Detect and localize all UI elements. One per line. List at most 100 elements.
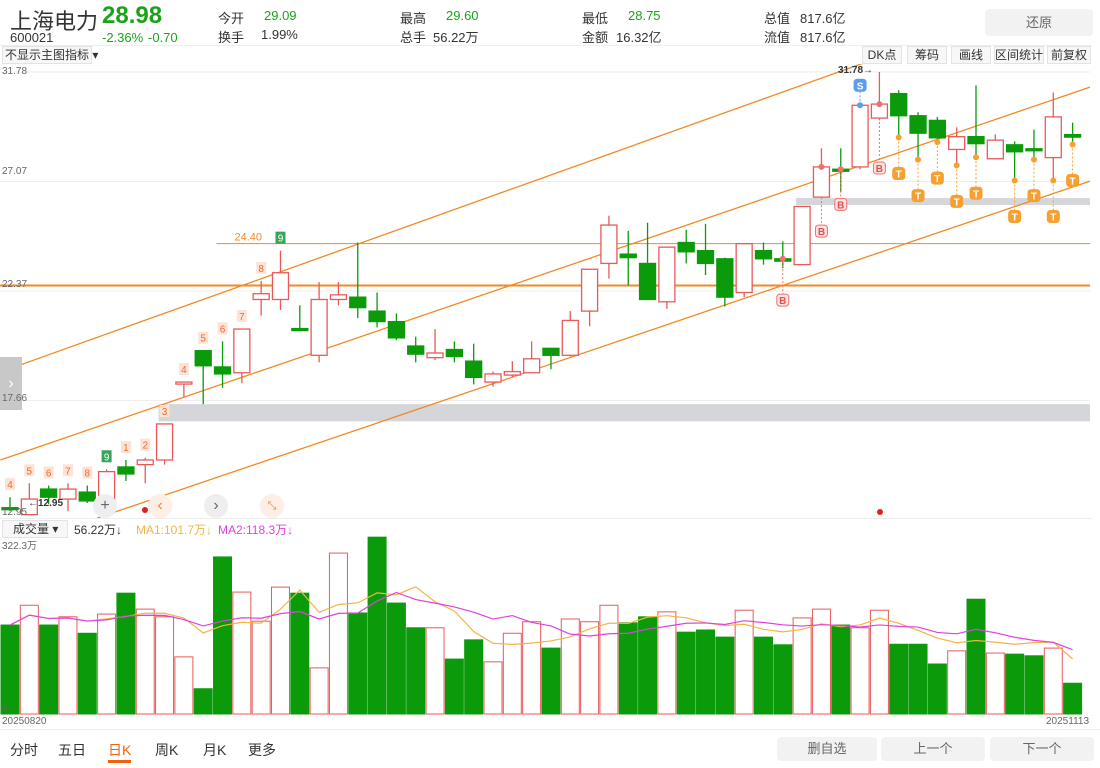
volume-bar bbox=[425, 627, 445, 715]
td-label-bg bbox=[178, 363, 189, 376]
volume-bar bbox=[869, 609, 889, 715]
scroll-left-button[interactable]: ‹ bbox=[148, 494, 172, 518]
volume-bar bbox=[1024, 655, 1044, 715]
signal-badge bbox=[911, 189, 925, 203]
volume-bar bbox=[328, 552, 348, 715]
td-label: 4 bbox=[181, 365, 187, 376]
period-tab-week[interactable]: 周K bbox=[155, 742, 179, 758]
stat-value: 28.75 bbox=[628, 8, 661, 23]
x-start-date: 20250820 bbox=[2, 716, 47, 727]
candle-body bbox=[1025, 148, 1043, 152]
low-price-label: ←12.95 bbox=[28, 498, 64, 509]
candle-body bbox=[78, 491, 96, 502]
candle-body bbox=[213, 366, 232, 375]
volume-bar bbox=[889, 643, 909, 715]
signal-T: T bbox=[896, 170, 902, 181]
td-label-bg bbox=[159, 404, 170, 417]
signal-T: T bbox=[954, 197, 960, 208]
candle-body bbox=[735, 243, 753, 294]
signal-T: T bbox=[973, 189, 979, 200]
volume-bar bbox=[560, 618, 580, 715]
candle-body bbox=[117, 466, 135, 475]
signal-T: T bbox=[915, 192, 921, 203]
candle-body bbox=[407, 345, 425, 355]
volume-bar bbox=[155, 616, 175, 715]
horizontal-line-label: 24.40 bbox=[235, 232, 263, 244]
tool-button-adjust[interactable]: 前复权 bbox=[1047, 46, 1091, 64]
signal-B: B bbox=[779, 296, 786, 307]
tool-button-range-stats[interactable]: 区间统计 bbox=[994, 46, 1044, 64]
volume-bar bbox=[193, 688, 213, 715]
volume-value: 56.22万↓ bbox=[74, 523, 123, 537]
td-label: 2 bbox=[142, 441, 148, 452]
y-tick: 31.78 bbox=[2, 66, 28, 77]
stat-label: 总值 bbox=[764, 11, 791, 26]
volume-zero-label: 0 bbox=[2, 704, 8, 715]
expand-panel-button[interactable]: › bbox=[0, 357, 22, 410]
signal-badge bbox=[1008, 210, 1022, 224]
period-tab-day[interactable]: 日K bbox=[108, 740, 132, 763]
signal-badge bbox=[872, 161, 886, 175]
volume-bar bbox=[927, 663, 947, 715]
indicator-select[interactable]: 不显示主图指标 ▾ bbox=[2, 46, 98, 64]
signal-dot bbox=[857, 102, 864, 109]
channel-line bbox=[0, 86, 1091, 461]
period-tab-more[interactable]: 更多 bbox=[248, 742, 276, 758]
candle-body bbox=[542, 347, 560, 356]
tool-button-dk[interactable]: DK点 bbox=[862, 46, 902, 64]
volume-indicator-select[interactable]: 成交量 ▾ bbox=[2, 520, 68, 538]
volume-bar bbox=[638, 616, 658, 715]
candle-body bbox=[349, 296, 367, 309]
scroll-right-button[interactable]: › bbox=[204, 494, 228, 518]
candle-body bbox=[716, 258, 734, 298]
signal-badge bbox=[1066, 173, 1080, 187]
candle-body bbox=[851, 104, 869, 168]
volume-bar bbox=[483, 661, 503, 715]
candle-body bbox=[793, 205, 811, 266]
stat-value: 29.09 bbox=[264, 8, 297, 23]
kline-chart[interactable]: 24.40 4 5 6 7 8 9 1 2 3 4 5 6 7 8 9 B B B B S T T T T T T T T T bbox=[0, 64, 1092, 720]
volume-bar bbox=[657, 611, 677, 715]
zoom-in-button[interactable]: + bbox=[93, 494, 117, 518]
volume-bar bbox=[985, 652, 1005, 715]
remove-watchlist-button[interactable]: 删自选 bbox=[777, 737, 877, 761]
candle-body bbox=[59, 488, 77, 500]
volume-bar bbox=[97, 613, 117, 715]
stat-label: 最高 bbox=[400, 11, 427, 26]
td-label: 8 bbox=[84, 469, 90, 480]
shrink-icon[interactable]: ⤡ bbox=[260, 494, 284, 518]
period-tab-5day[interactable]: 五日 bbox=[58, 742, 86, 758]
period-tab-month[interactable]: 月K bbox=[203, 742, 227, 758]
tool-button-chips[interactable]: 筹码 bbox=[907, 46, 947, 64]
signal-dot bbox=[1069, 141, 1076, 148]
stat-label: 今开 bbox=[218, 11, 245, 26]
next-button[interactable]: 下一个 bbox=[990, 737, 1094, 761]
y-tick: 17.66 bbox=[2, 393, 28, 404]
x-end-date: 20251113 bbox=[1046, 716, 1090, 727]
previous-button[interactable]: 上一个 bbox=[881, 737, 985, 761]
candle-body bbox=[890, 92, 908, 117]
volume-bar bbox=[618, 622, 638, 715]
period-tab-minute[interactable]: 分时 bbox=[10, 742, 38, 758]
signal-dot bbox=[895, 134, 902, 141]
signal-badge bbox=[892, 167, 906, 181]
support-zone bbox=[158, 404, 1090, 422]
signal-badge bbox=[776, 293, 790, 307]
volume-bar bbox=[908, 643, 928, 715]
stat-value: 16.32亿 bbox=[616, 30, 662, 45]
candle-body bbox=[503, 370, 521, 376]
stat-value: 817.6亿 bbox=[800, 11, 846, 26]
tool-button-draw[interactable]: 画线 bbox=[951, 46, 991, 64]
td-label: 6 bbox=[220, 324, 226, 335]
restore-button[interactable]: 还原 bbox=[985, 9, 1093, 36]
candle-body bbox=[329, 294, 348, 301]
candle-body bbox=[484, 373, 502, 383]
volume-bar bbox=[831, 624, 851, 715]
candle-body bbox=[967, 136, 985, 145]
signal-badge bbox=[930, 171, 944, 185]
volume-bar bbox=[947, 650, 967, 715]
stat-label: 换手 bbox=[218, 30, 245, 45]
change-value: -0.70 bbox=[148, 30, 178, 45]
volume-bar bbox=[966, 598, 986, 715]
signal-dot bbox=[837, 166, 844, 173]
